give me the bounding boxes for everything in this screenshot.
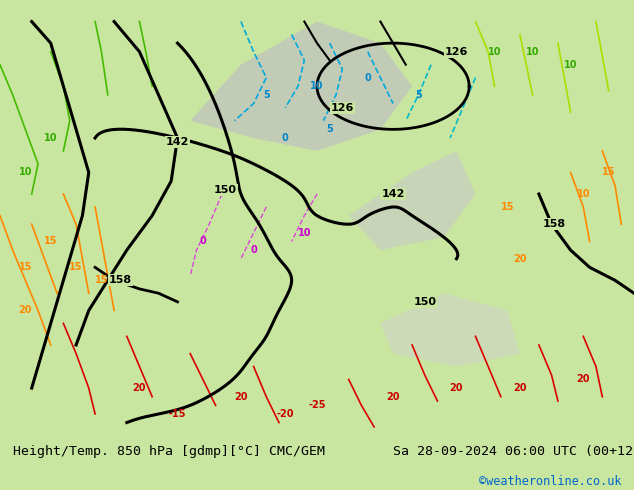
Text: 10: 10 [18, 168, 32, 177]
Text: 150: 150 [214, 185, 236, 195]
Text: 20: 20 [386, 392, 400, 402]
Text: 20: 20 [133, 383, 146, 393]
Text: ©weatheronline.co.uk: ©weatheronline.co.uk [479, 475, 621, 488]
Text: Sa 28-09-2024 06:00 UTC (00+126): Sa 28-09-2024 06:00 UTC (00+126) [393, 445, 634, 458]
Text: 15: 15 [18, 262, 32, 272]
Text: -20: -20 [276, 409, 294, 419]
Text: 126: 126 [445, 47, 468, 57]
Text: 150: 150 [413, 297, 436, 307]
Text: 0: 0 [282, 133, 288, 143]
Text: 0: 0 [200, 237, 206, 246]
Text: -15: -15 [169, 409, 186, 419]
Text: -25: -25 [308, 400, 326, 410]
Text: 126: 126 [331, 103, 354, 113]
Text: 15: 15 [500, 202, 514, 212]
Text: 5: 5 [263, 90, 269, 100]
Text: 10: 10 [488, 47, 501, 57]
Text: 142: 142 [166, 137, 189, 147]
Text: 158: 158 [543, 219, 566, 229]
Text: 10: 10 [576, 189, 590, 199]
Text: 10: 10 [564, 60, 578, 70]
Polygon shape [190, 22, 412, 151]
Text: 15: 15 [44, 237, 58, 246]
Polygon shape [380, 293, 520, 367]
Text: 20: 20 [234, 392, 248, 402]
Text: 20: 20 [450, 383, 463, 393]
Text: 20: 20 [576, 374, 590, 385]
Text: 0: 0 [250, 245, 257, 255]
Text: 5: 5 [327, 124, 333, 134]
Text: 15: 15 [602, 168, 616, 177]
Text: 15: 15 [94, 275, 108, 285]
Text: 20: 20 [18, 305, 32, 316]
Text: 15: 15 [69, 262, 83, 272]
Text: 10: 10 [526, 47, 540, 57]
Text: 20: 20 [513, 254, 527, 264]
Text: Height/Temp. 850 hPa [gdmp][°C] CMC/GEM: Height/Temp. 850 hPa [gdmp][°C] CMC/GEM [13, 445, 325, 458]
Text: 142: 142 [382, 189, 404, 199]
Text: 10: 10 [297, 228, 311, 238]
Polygon shape [349, 151, 476, 250]
Text: 10: 10 [44, 133, 58, 143]
Text: 0: 0 [365, 73, 371, 83]
Text: 10: 10 [310, 81, 324, 91]
Text: 5: 5 [415, 90, 422, 100]
Text: 20: 20 [513, 383, 527, 393]
Text: 158: 158 [109, 275, 132, 285]
